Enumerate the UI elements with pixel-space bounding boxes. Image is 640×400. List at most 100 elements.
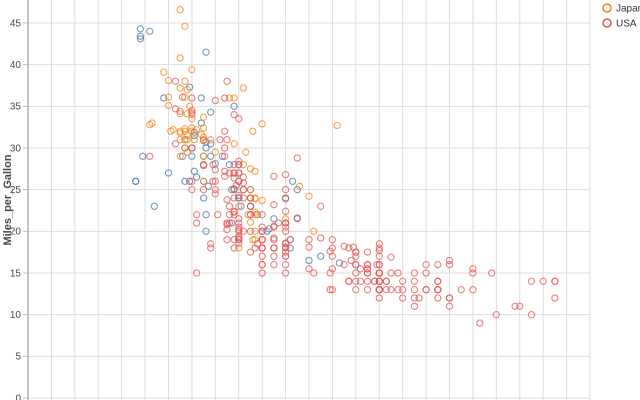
data-point-japan <box>281 215 290 223</box>
data-point-usa <box>305 236 313 244</box>
data-point-usa <box>375 244 383 252</box>
data-point-japan <box>305 192 313 200</box>
data-point-usa <box>223 221 231 229</box>
data-point-japan <box>225 94 234 102</box>
data-point-usa <box>375 286 383 294</box>
data-point-usa <box>445 256 454 265</box>
data-point-usa <box>230 194 238 202</box>
data-point-japan <box>181 127 189 135</box>
data-point-usa <box>199 136 208 145</box>
data-point-usa <box>223 136 231 144</box>
data-point-usa <box>492 311 500 319</box>
data-point-usa <box>305 243 313 251</box>
data-point-usa <box>235 169 243 177</box>
data-point-usa <box>281 243 290 251</box>
data-point-usa <box>235 157 243 165</box>
data-point-usa <box>434 294 442 302</box>
data-point-usa <box>209 161 217 169</box>
data-point-europe <box>136 32 145 40</box>
data-point-usa <box>375 240 383 248</box>
data-point-usa <box>246 202 255 210</box>
data-point-usa <box>239 227 248 235</box>
data-point-europe <box>136 35 145 43</box>
data-point-usa <box>293 154 301 162</box>
data-point-usa <box>188 186 196 194</box>
data-point-japan <box>230 140 238 148</box>
data-point-usa <box>422 269 430 277</box>
data-point-usa <box>258 211 266 219</box>
data-point-usa <box>394 269 402 277</box>
data-point-usa <box>352 269 360 277</box>
data-point-usa <box>328 236 337 244</box>
data-point-usa <box>270 236 278 244</box>
y-axis-ticks <box>23 22 28 399</box>
data-point-japan <box>160 68 168 76</box>
data-point-usa <box>192 211 201 219</box>
data-point-japan <box>176 129 184 137</box>
data-point-usa <box>434 286 442 294</box>
data-point-usa <box>258 244 266 252</box>
data-point-japan <box>246 186 255 194</box>
data-point-japan <box>251 211 259 219</box>
data-point-usa <box>281 195 290 203</box>
data-point-europe <box>139 152 147 160</box>
data-point-usa <box>387 269 395 277</box>
data-point-usa <box>270 252 278 260</box>
data-point-usa <box>328 286 337 294</box>
data-point-japan <box>176 110 184 118</box>
data-point-japan <box>188 66 196 74</box>
data-point-usa <box>363 269 372 277</box>
data-point-usa <box>221 167 229 175</box>
data-point-usa <box>340 242 348 250</box>
data-point-usa <box>399 286 407 294</box>
data-point-usa <box>356 277 365 285</box>
data-point-usa <box>415 294 423 302</box>
data-point-japan <box>183 110 191 118</box>
data-point-usa <box>230 174 238 182</box>
data-point-usa <box>551 277 559 285</box>
y-tick-label: 5 <box>15 352 21 363</box>
legend-label-japan: Japan <box>616 3 640 14</box>
data-point-usa <box>171 77 180 85</box>
data-point-europe <box>270 215 278 223</box>
data-point-europe <box>178 152 187 160</box>
data-point-usa <box>352 252 360 260</box>
data-point-usa <box>221 127 229 135</box>
data-point-usa <box>387 253 395 261</box>
data-point-europe <box>164 169 173 177</box>
data-point-usa <box>445 261 454 269</box>
data-point-usa <box>258 261 266 269</box>
data-point-usa <box>258 269 266 277</box>
data-point-europe <box>150 202 159 210</box>
data-point-usa <box>326 269 334 277</box>
data-point-usa <box>230 169 238 177</box>
data-point-usa <box>382 277 390 285</box>
data-point-usa <box>171 140 180 148</box>
data-point-usa <box>410 286 419 294</box>
data-point-usa <box>340 261 348 269</box>
y-tick-label: 30 <box>10 143 22 154</box>
data-point-usa <box>445 302 454 310</box>
data-point-europe <box>207 140 215 148</box>
data-point-japan <box>207 136 215 144</box>
data-point-usa <box>457 286 465 294</box>
data-point-usa <box>235 177 243 185</box>
data-point-japan <box>188 124 196 132</box>
data-point-japan <box>246 218 255 226</box>
data-point-usa <box>235 215 243 223</box>
data-point-usa <box>281 227 290 235</box>
data-point-europe <box>136 25 145 33</box>
data-point-europe <box>335 259 344 267</box>
data-point-usa <box>281 239 290 247</box>
data-point-japan <box>199 113 208 121</box>
data-point-japan <box>181 93 189 101</box>
data-point-usa <box>410 294 419 302</box>
data-point-usa <box>399 277 407 285</box>
data-point-japan <box>176 54 184 62</box>
data-point-usa <box>347 256 355 265</box>
data-point-usa <box>225 202 234 210</box>
data-point-usa <box>230 207 238 215</box>
data-point-usa <box>527 311 536 319</box>
data-point-usa <box>246 248 255 256</box>
data-point-usa <box>211 186 219 194</box>
